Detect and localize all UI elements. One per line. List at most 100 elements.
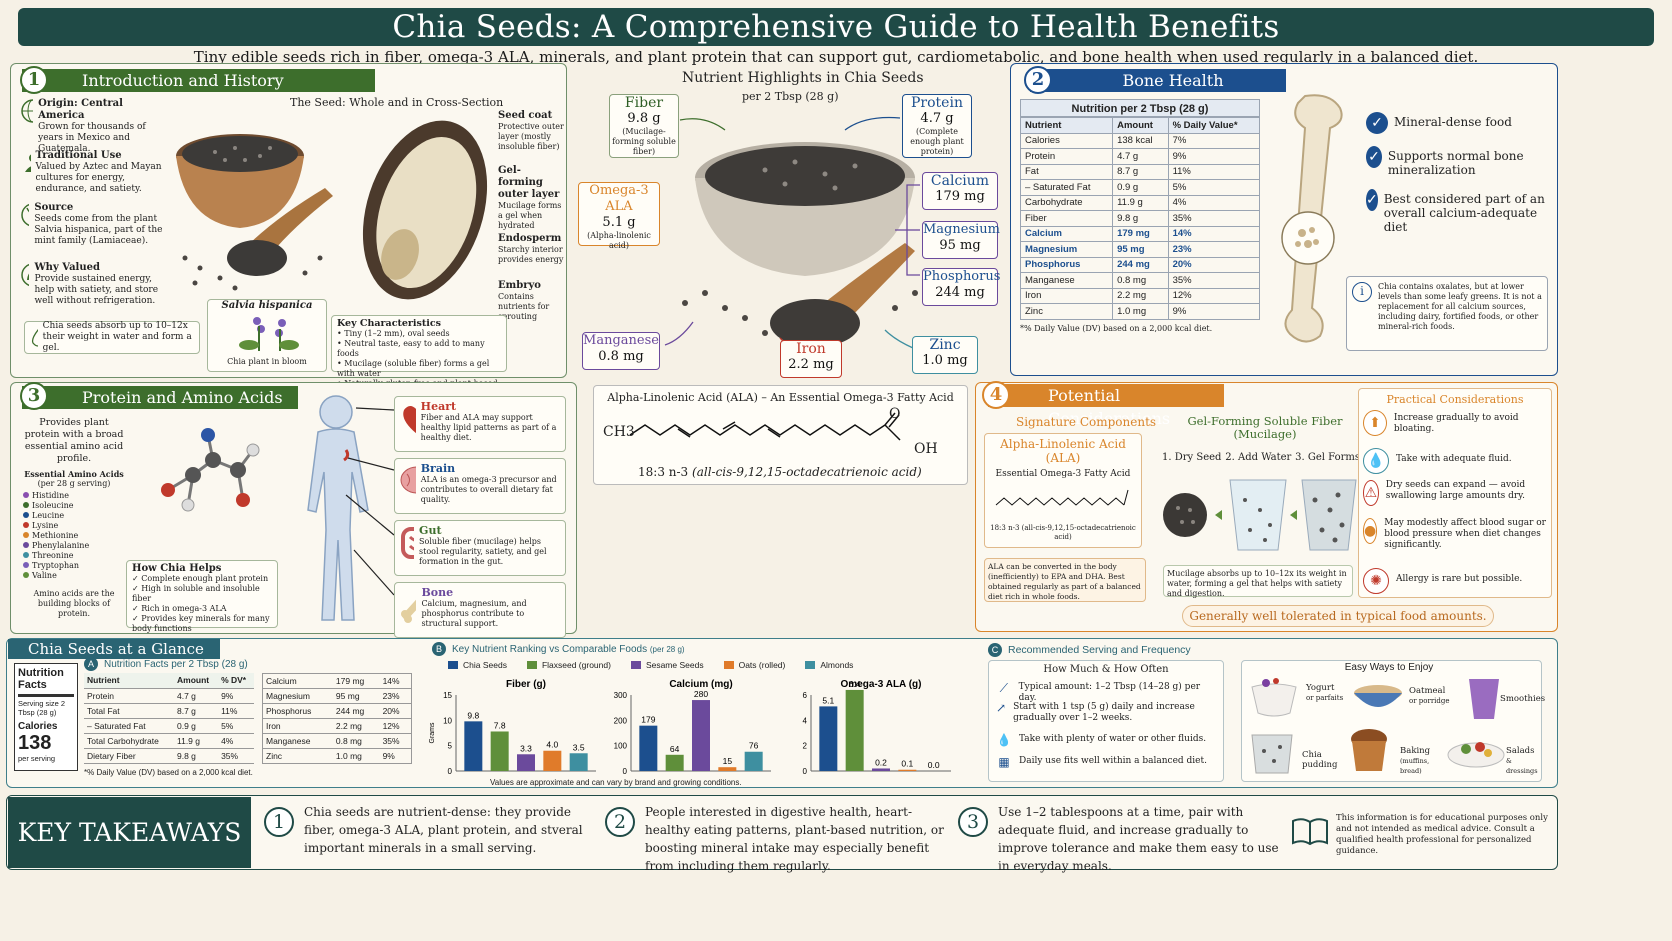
bone-check-item: ✓ Mineral-dense food: [1366, 112, 1552, 134]
data-label: 6.4: [849, 679, 861, 689]
omega3-box: Omega-3 ALA 5.1 g (Alpha-linolenic acid): [578, 182, 660, 250]
bar-almonds: [569, 753, 588, 771]
ala-mini-structure: [995, 489, 1129, 506]
water-drop-icon: [31, 328, 38, 347]
gel-title: Gel-Forming Soluble Fiber (Mucilage): [1187, 414, 1343, 441]
key-item: • Neutral taste, easy to add to many foo…: [337, 339, 485, 358]
info-icon: i: [1352, 282, 1372, 302]
ala-ch3: CH3: [603, 424, 635, 440]
takeaway-number: 1: [264, 807, 294, 837]
highlights-sub: per 2 Tbsp (28 g): [742, 90, 839, 103]
y-tick-label: 6: [803, 691, 808, 700]
bone-info: i Chia contains oxalates, but at lower l…: [1346, 276, 1548, 351]
glance-a-note: *% Daily Value (DV) based on a 2,000 kca…: [84, 768, 253, 777]
legend-item: Chia Seeds: [448, 660, 507, 670]
y-tick-label: 0: [803, 767, 808, 776]
bone-number: 2: [1024, 66, 1052, 94]
chia-bowl-illustration: [176, 134, 333, 291]
bar-flaxseed-ground-: [490, 731, 509, 771]
glance-b-title: B Key Nutrient Ranking vs Comparable Foo…: [432, 642, 685, 656]
amino-acid: Valine: [23, 571, 125, 581]
seed-title: The Seed: Whole and in Cross-Section: [290, 96, 504, 109]
glance-a: A Nutrition Facts per 2 Tbsp (28 g) Nutr…: [84, 657, 414, 778]
zinc-box: Zinc 1.0 mg: [912, 336, 978, 374]
seed-cross-section: [362, 120, 488, 300]
seed-part: Seed coat Protective outer layer (mostly …: [498, 110, 564, 151]
bar-chia-seeds: [639, 725, 658, 771]
brain-icon: [400, 466, 416, 494]
data-label: 7.8: [494, 720, 506, 730]
data-label: 76: [749, 741, 759, 751]
bullet-icon: [23, 492, 29, 498]
bar-flaxseed-ground-: [665, 754, 684, 771]
amino-list: Histidine Isoleucine Leucine Lysine Methioni…: [23, 491, 125, 581]
disclaimer: This information is for educational purp…: [1336, 813, 1548, 856]
water-drop-icon: 💧: [996, 733, 1012, 747]
chia-plant-icon: [239, 317, 299, 351]
chart-0: Fiber (g) 0 5 10 15 Grams 9.8 7.8 3.3 4.0 3.5: [429, 679, 596, 776]
page-subtitle: Tiny edible seeds rich in fiber, omega-3…: [193, 48, 1479, 66]
serving-item: ▦ Daily use fits well within a balanced d…: [995, 753, 1217, 773]
bullet-icon: [23, 542, 29, 548]
y-tick-label: 10: [443, 716, 452, 725]
ala-structure: [629, 412, 901, 441]
takeaway-3: 3 Use 1–2 tablespoons at a time, pair wi…: [958, 803, 1280, 875]
glance-c-title: C Recommended Serving and Frequency: [988, 643, 1191, 657]
bone-icon: [401, 599, 417, 623]
chart-legend: Chia Seeds Flaxseed (ground) Sesame Seeds O…: [448, 660, 948, 670]
intro-item-title: Why Valued: [34, 262, 100, 273]
y-tick-label: 100: [614, 742, 628, 751]
glance-table-left: Nutrient Amount% DV* Protein 4.7 g 9% Total…: [84, 673, 254, 765]
molecule-illustration: [161, 428, 260, 512]
data-label: 64: [670, 744, 680, 754]
leaf-icon: [21, 263, 30, 287]
help-item: ✓ High in soluble and insoluble fiber: [132, 584, 260, 603]
label-b: B: [432, 642, 446, 656]
y-tick-label: 15: [443, 691, 452, 700]
legend-item: Oats (rolled): [723, 660, 785, 670]
intro-item: Why Valued Provide sustained energy, help…: [20, 262, 168, 314]
data-label: 0.2: [875, 757, 887, 767]
tolerated-banner: Generally well tolerated in typical food…: [1182, 605, 1494, 627]
y-tick-label: 300: [614, 691, 628, 700]
practical-item: ⬆ Increase gradually to avoid bloating.: [1363, 410, 1547, 448]
magnesium-box: Magnesium 95 mg: [922, 221, 1000, 259]
intro-item-text: Grown for thousands of years in Mexico a…: [38, 122, 146, 154]
check-icon: ✓: [1366, 189, 1378, 211]
amino-acid: Tryptophan: [23, 561, 125, 571]
bone-checks: ✓ Mineral-dense food ✓ Supports normal bon…: [1366, 112, 1552, 234]
key-item: • Mucilage (soluble fiber) forms a gel w…: [337, 359, 490, 378]
amino-acid: Isoleucine: [23, 501, 125, 511]
legend-item: Flaxseed (ground): [526, 660, 611, 670]
practical-item: 💧 Take with adequate fluid.: [1363, 448, 1547, 480]
help-item: ✓ Provides key minerals for many body fu…: [132, 614, 270, 633]
book-icon: [1292, 818, 1328, 846]
takeaway-number: 2: [605, 807, 635, 837]
legend-item: Sesame Seeds: [630, 660, 704, 670]
water-drop-icon: 💧: [1363, 448, 1389, 474]
bullet-icon: [23, 552, 29, 558]
intro-item: Traditional Use Valued by Aztec and Mayan…: [20, 150, 168, 202]
intro-item-text: Provide sustained energy, help with sati…: [34, 274, 159, 306]
absorb-note: Chia seeds absorb up to 10–12x their wei…: [24, 321, 200, 354]
seed-parts: Seed coat Protective outer layer (mostly …: [498, 110, 564, 322]
ala-o: O: [889, 406, 901, 422]
seed-part: Gel-forming outer layer Mucilage forms a …: [498, 165, 562, 230]
manganese-box: Manganese 0.8 mg: [582, 332, 660, 370]
intro-list: Origin: Central America Grown for thousan…: [20, 98, 168, 314]
bone-footnote: *% Daily Value (DV) based on a 2,000 kca…: [1020, 323, 1213, 333]
heart-icon: [403, 406, 416, 433]
allergy-icon: ✺: [1363, 568, 1389, 594]
practical-item: ✺ Allergy is rare but possible.: [1363, 568, 1547, 596]
intro-item: Source Seeds come from the plant Salvia h…: [20, 202, 168, 262]
bar-oats-rolled-: [543, 750, 562, 771]
amino-acid: Leucine: [23, 511, 125, 521]
intro-header: Introduction and History: [22, 69, 375, 92]
y-tick-label: 5: [448, 742, 453, 751]
considerations-header: Potential Considerations: [988, 384, 1224, 428]
protein-box: Protein 4.7 g (Complete enough plant pro…: [902, 94, 972, 158]
glance-b-note: Values are approximate and can vary by b…: [490, 778, 742, 787]
spoon-icon: ⟋: [999, 681, 1009, 695]
y-tick-label: 2: [803, 742, 808, 751]
y-tick-label: 4: [803, 716, 808, 725]
